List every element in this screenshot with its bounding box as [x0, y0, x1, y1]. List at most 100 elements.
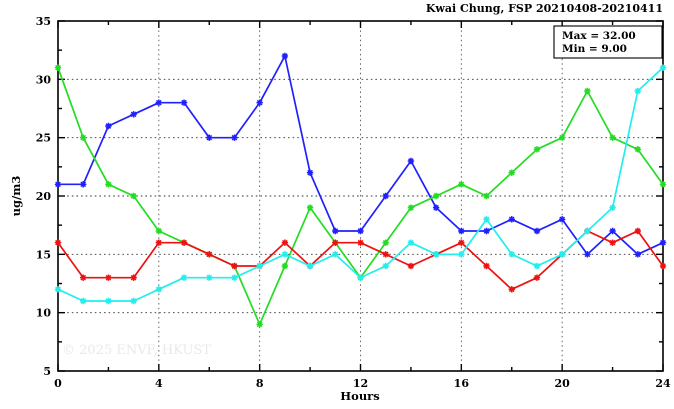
x-tick-label: 8 — [256, 377, 264, 390]
data-point-marker — [105, 181, 112, 188]
data-point-marker — [54, 64, 62, 71]
data-point-marker — [382, 192, 389, 200]
data-point-marker — [180, 239, 188, 246]
data-point-marker — [206, 134, 213, 141]
x-axis-label: Hours — [340, 389, 379, 403]
data-point-marker — [483, 192, 490, 200]
data-point-marker — [256, 262, 263, 270]
data-point-marker — [584, 227, 591, 235]
data-point-marker — [458, 181, 465, 188]
data-point-marker — [306, 262, 314, 270]
data-point-marker — [508, 216, 515, 223]
data-point-marker — [432, 251, 440, 258]
x-tick-labels: 0 4 8 12 16 20 24 — [54, 377, 671, 390]
data-point-marker — [256, 99, 263, 106]
y-tick-label: 10 — [36, 307, 52, 320]
data-point-marker — [332, 239, 339, 246]
data-point-marker — [281, 262, 289, 270]
data-point-marker — [306, 204, 314, 211]
data-point-marker — [634, 146, 641, 153]
y-tick-label: 25 — [36, 132, 51, 145]
data-point-marker — [659, 239, 667, 246]
data-point-marker — [130, 111, 137, 118]
data-point-marker — [382, 251, 389, 258]
data-point-marker — [634, 87, 641, 95]
series-layer — [54, 52, 667, 328]
data-point-marker — [458, 251, 465, 258]
y-tick-label: 20 — [36, 190, 52, 203]
data-point-marker — [407, 204, 415, 211]
data-point-marker — [533, 227, 541, 235]
data-point-marker — [54, 181, 62, 188]
data-point-marker — [256, 321, 263, 328]
y-tick-label: 5 — [43, 365, 51, 378]
data-point-marker — [609, 227, 616, 235]
data-point-marker — [80, 134, 87, 141]
data-point-marker — [458, 239, 465, 246]
data-point-marker — [332, 227, 339, 235]
y-axis-label: ug/m3 — [9, 176, 23, 217]
data-point-marker — [357, 274, 364, 281]
y-tick-labels: 5 10 15 20 25 30 35 — [36, 15, 52, 378]
data-point-marker — [332, 251, 339, 258]
x-tick-label: 4 — [155, 377, 163, 390]
series-day4 — [54, 64, 667, 305]
data-point-marker — [407, 157, 415, 165]
data-point-marker — [231, 274, 238, 281]
data-point-marker — [407, 239, 415, 246]
series-day1 — [54, 52, 667, 258]
data-point-marker — [609, 134, 616, 141]
chart-title: Kwai Chung, FSP 20210408-20210411 — [426, 2, 663, 15]
data-point-marker — [54, 239, 62, 246]
data-point-marker — [180, 274, 188, 281]
data-point-marker — [483, 262, 490, 270]
data-point-marker — [80, 181, 87, 188]
data-point-marker — [659, 262, 667, 270]
x-tick-label: 16 — [454, 377, 470, 390]
data-point-marker — [155, 239, 163, 246]
x-tick-label: 12 — [353, 377, 368, 390]
data-point-marker — [281, 251, 289, 258]
y-tick-label: 15 — [36, 248, 51, 261]
x-tick-label: 20 — [555, 377, 571, 390]
legend-background — [553, 25, 663, 59]
data-point-marker — [407, 262, 415, 270]
data-point-marker — [105, 297, 112, 305]
grid-layer — [58, 21, 663, 371]
data-point-marker — [130, 297, 137, 305]
y-tick-label: 30 — [36, 73, 52, 86]
data-point-marker — [458, 227, 465, 235]
legend-box: Max = 32.00 Min = 9.00 — [553, 25, 663, 59]
data-point-marker — [54, 286, 62, 293]
data-point-marker — [659, 181, 667, 188]
data-point-marker — [508, 286, 515, 293]
data-point-marker — [609, 204, 616, 211]
data-point-marker — [432, 192, 440, 200]
data-point-marker — [382, 239, 389, 246]
x-tick-label: 0 — [54, 377, 62, 390]
data-point-marker — [634, 251, 641, 258]
data-point-marker — [634, 227, 641, 235]
data-point-marker — [180, 99, 188, 106]
data-point-marker — [382, 262, 389, 270]
data-point-marker — [206, 251, 213, 258]
data-point-marker — [281, 239, 289, 246]
data-point-marker — [533, 262, 541, 270]
data-point-marker — [558, 216, 566, 223]
x-tick-label: 24 — [655, 377, 671, 390]
watermark-text: © 2025 ENVF, HKUST — [62, 343, 211, 358]
tick-marks — [57, 20, 664, 372]
data-point-marker — [231, 262, 238, 270]
data-point-marker — [155, 227, 163, 235]
data-point-marker — [508, 169, 515, 176]
data-point-marker — [155, 99, 163, 106]
data-point-marker — [130, 192, 137, 200]
data-point-marker — [483, 227, 490, 235]
data-point-marker — [155, 286, 163, 293]
data-point-marker — [432, 204, 440, 211]
data-point-marker — [558, 251, 566, 258]
data-point-marker — [558, 134, 566, 141]
